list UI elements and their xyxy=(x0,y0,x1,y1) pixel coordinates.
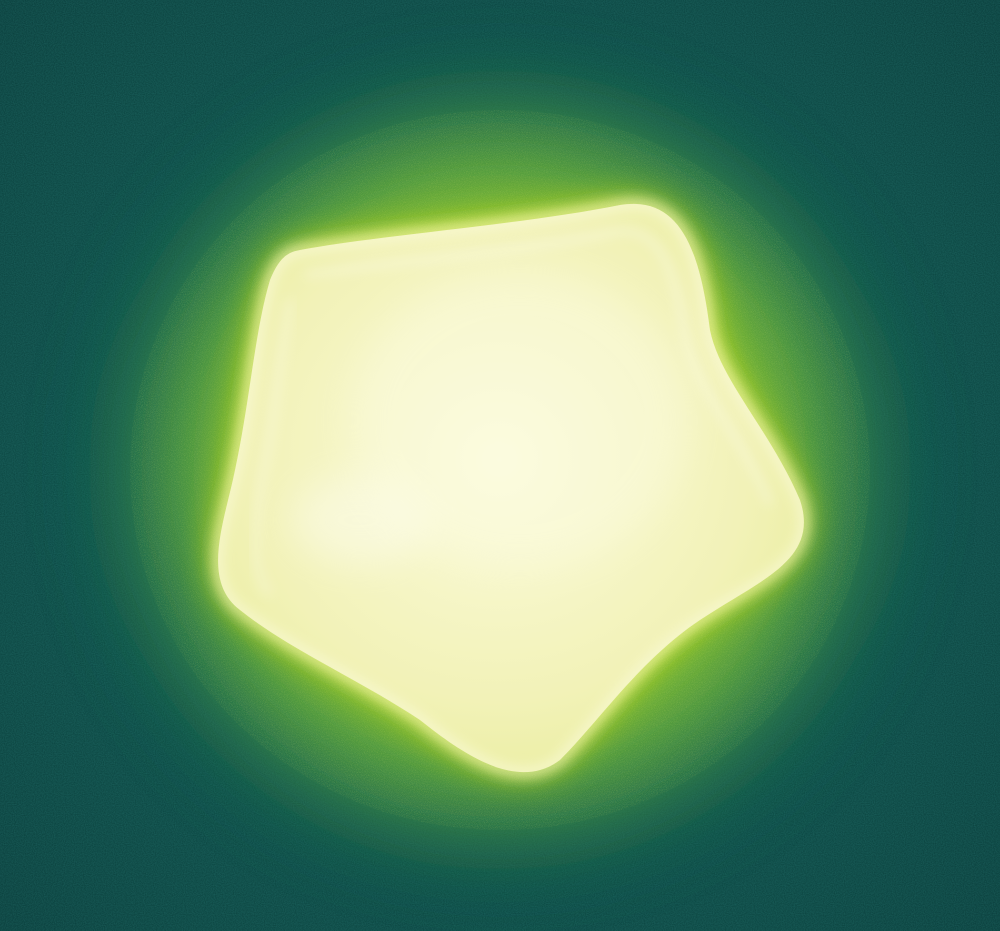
particle-rim xyxy=(213,198,809,778)
center-highlight xyxy=(350,270,690,570)
inner-contour-left xyxy=(253,299,293,597)
inner-contour-top xyxy=(304,228,773,506)
